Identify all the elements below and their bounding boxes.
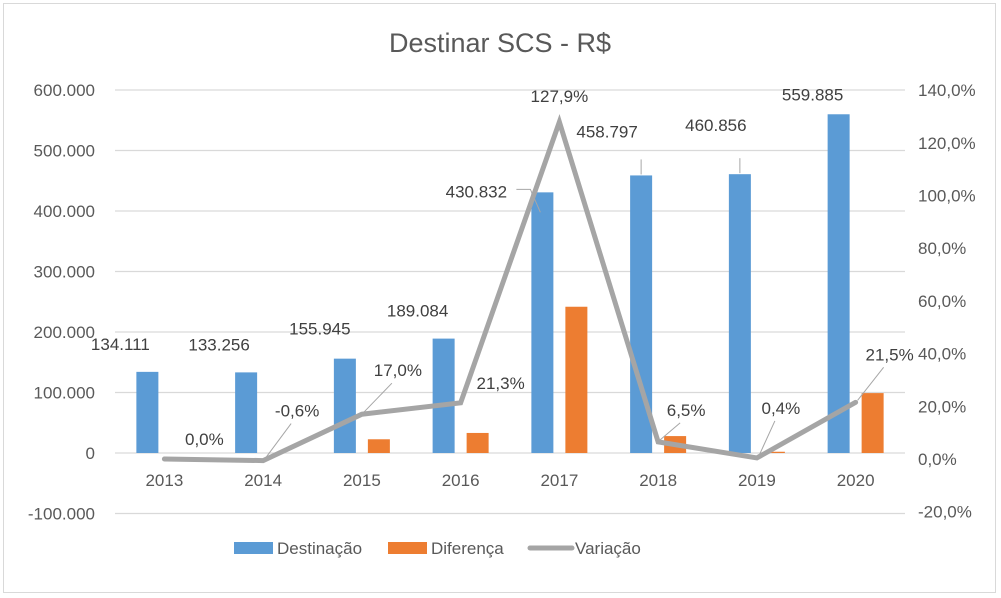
data-labels: 134.111 133.256 155.945 189.084 430.832 458.7… <box>91 85 914 459</box>
data-label-destinacao: 430.832 <box>446 182 507 201</box>
legend-label-destinacao: Destinação <box>277 539 362 558</box>
bar-destinacao <box>531 192 554 454</box>
left-tick-label: 500.000 <box>34 142 95 161</box>
x-tick-label: 2016 <box>442 471 480 490</box>
x-tick-label: 2020 <box>837 471 875 490</box>
leader-line <box>264 423 292 459</box>
data-label-variacao: 6,5% <box>667 401 706 420</box>
leader-line <box>857 367 885 401</box>
bar-destinacao <box>432 338 455 453</box>
left-tick-label: 100.000 <box>34 384 95 403</box>
x-tick-label: 2013 <box>145 471 183 490</box>
data-label-destinacao: 458.797 <box>576 122 637 141</box>
data-label-destinacao: 460.856 <box>685 116 746 135</box>
left-tick-label: 400.000 <box>34 202 95 221</box>
x-tick-label: 2015 <box>343 471 381 490</box>
data-label-destinacao: 155.945 <box>289 320 350 339</box>
bar-diferenca <box>762 451 785 453</box>
leader-line <box>659 422 681 441</box>
legend: Destinação Diferença Variação <box>234 539 641 558</box>
right-tick-label: 140,0% <box>918 81 976 100</box>
left-tick-label: -100.000 <box>28 505 95 524</box>
right-tick-label: 60,0% <box>918 292 966 311</box>
x-tick-label: 2019 <box>738 471 776 490</box>
data-label-variacao: 21,3% <box>477 374 525 393</box>
right-tick-label: 40,0% <box>918 345 966 364</box>
bar-destinacao <box>630 175 653 454</box>
bar-destinacao <box>136 371 159 453</box>
x-tick-label: 2018 <box>639 471 677 490</box>
right-tick-label: 20,0% <box>918 397 966 416</box>
bar-destinacao <box>728 174 751 453</box>
right-tick-label: 0,0% <box>918 450 957 469</box>
data-label-variacao: 21,5% <box>866 345 914 364</box>
right-tick-label: -20,0% <box>918 503 972 522</box>
legend-label-variacao: Variação <box>575 539 641 558</box>
x-tick-label: 2014 <box>244 471 282 490</box>
bar-diferenca <box>565 306 588 453</box>
left-tick-label: 200.000 <box>34 323 95 342</box>
legend-label-diferenca: Diferença <box>431 539 504 558</box>
leader-line <box>516 188 541 213</box>
bars <box>136 114 884 454</box>
legend-swatch-destinacao <box>234 542 273 554</box>
legend-swatch-diferenca <box>388 542 427 554</box>
left-tick-label: 0 <box>86 444 95 463</box>
bar-diferenca <box>466 432 489 453</box>
bar-destinacao <box>827 114 850 453</box>
line-variacao <box>161 114 859 464</box>
data-label-variacao: 17,0% <box>374 361 422 380</box>
bar-destinacao <box>333 358 356 453</box>
left-axis: 600.000 500.000 400.000 300.000 200.000 100.0… <box>28 81 95 524</box>
x-axis: 2013 2014 2015 2016 2017 2018 2019 2020 <box>145 471 874 490</box>
bar-diferenca <box>861 393 884 453</box>
x-tick-label: 2017 <box>540 471 578 490</box>
left-tick-label: 300.000 <box>34 263 95 282</box>
right-tick-label: 100,0% <box>918 187 976 206</box>
right-tick-label: 80,0% <box>918 239 966 258</box>
chart-title: Destinar SCS - R$ <box>389 28 611 58</box>
data-label-destinacao: 133.256 <box>188 335 249 354</box>
right-axis: 140,0% 120,0% 100,0% 80,0% 60,0% 40,0% 20,0% 0,… <box>918 81 976 522</box>
bar-diferenca <box>367 439 390 453</box>
leader-line <box>758 420 776 457</box>
data-label-variacao: 127,9% <box>531 87 589 106</box>
variation-line <box>161 114 859 464</box>
bar-destinacao <box>235 372 258 453</box>
left-tick-label: 600.000 <box>34 81 95 100</box>
data-label-destinacao: 134.111 <box>91 335 150 354</box>
leader-line <box>363 382 393 413</box>
data-label-destinacao: 189.084 <box>387 302 448 321</box>
data-label-variacao: 0,0% <box>185 430 224 449</box>
data-label-variacao: 0,4% <box>762 399 801 418</box>
gridlines <box>115 89 905 515</box>
data-label-destinacao: 559.885 <box>782 85 843 104</box>
right-tick-label: 120,0% <box>918 134 976 153</box>
data-label-variacao: -0,6% <box>275 402 319 421</box>
